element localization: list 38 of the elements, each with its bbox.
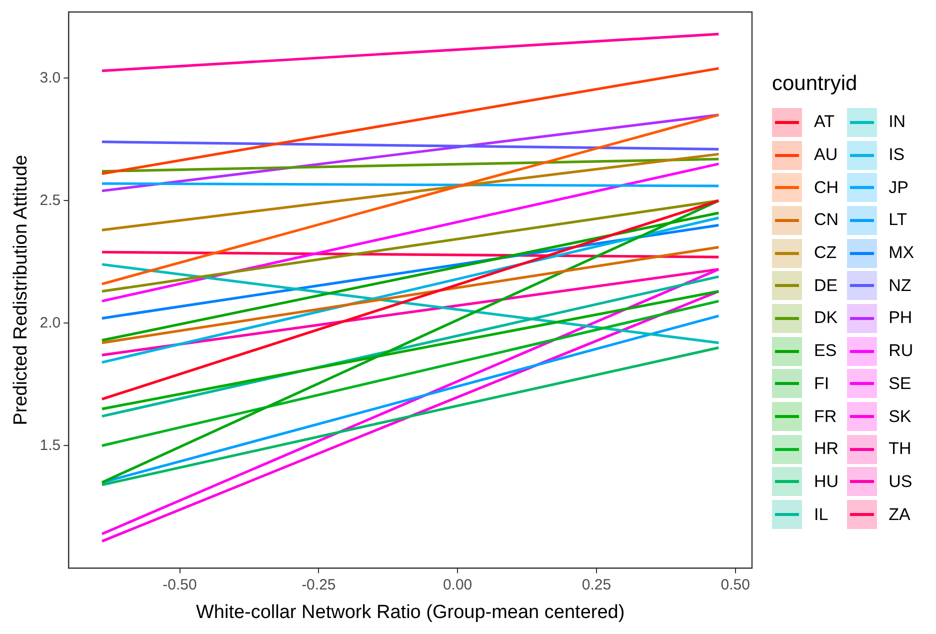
x-axis-title: White-collar Network Ratio (Group-mean centered) [196,602,625,623]
legend-label: IL [814,504,828,525]
y-tick-label: 2.5 [40,192,61,209]
y-tick-label: 1.5 [40,436,61,454]
legend-label: CZ [814,243,837,264]
legend-label: RU [888,341,914,362]
legend-label: IN [888,112,906,132]
legend-label: US [888,472,912,492]
legend-label: HR [814,439,839,460]
legend-label: CH [814,178,839,198]
legend-label: AT [814,112,834,132]
legend-label: MX [888,243,914,264]
y-tick-label: 3.0 [40,69,61,86]
legend-label: NZ [888,276,912,296]
legend-label: PH [888,308,912,328]
legend-label: TH [888,439,912,460]
y-tick-label: 2.0 [40,314,61,332]
x-tick-label: -0.50 [162,576,197,594]
legend-label: ES [814,341,837,362]
x-tick-label: 0.00 [442,576,472,594]
legend-label: JP [888,178,908,198]
legend-label: FI [814,374,830,394]
legend-label: FR [814,406,837,427]
legend-label: CN [814,210,839,230]
x-tick-label: 0.50 [720,576,750,594]
legend-label: ZA [888,504,910,525]
legend-label: SE [888,374,912,394]
x-tick-label: -0.25 [302,576,336,594]
legend-label: DE [814,276,838,296]
legend-label: SK [888,406,912,427]
x-tick-label: 0.25 [582,576,612,594]
legend-label: HU [814,472,839,492]
legend-label: LT [888,210,908,230]
legend-title: countryid [772,72,858,96]
legend-label: DK [814,308,838,328]
y-axis-title: Predicted Redistribution Attitude [10,154,32,426]
legend-label: AU [814,145,838,166]
legend-label: IS [888,145,905,166]
